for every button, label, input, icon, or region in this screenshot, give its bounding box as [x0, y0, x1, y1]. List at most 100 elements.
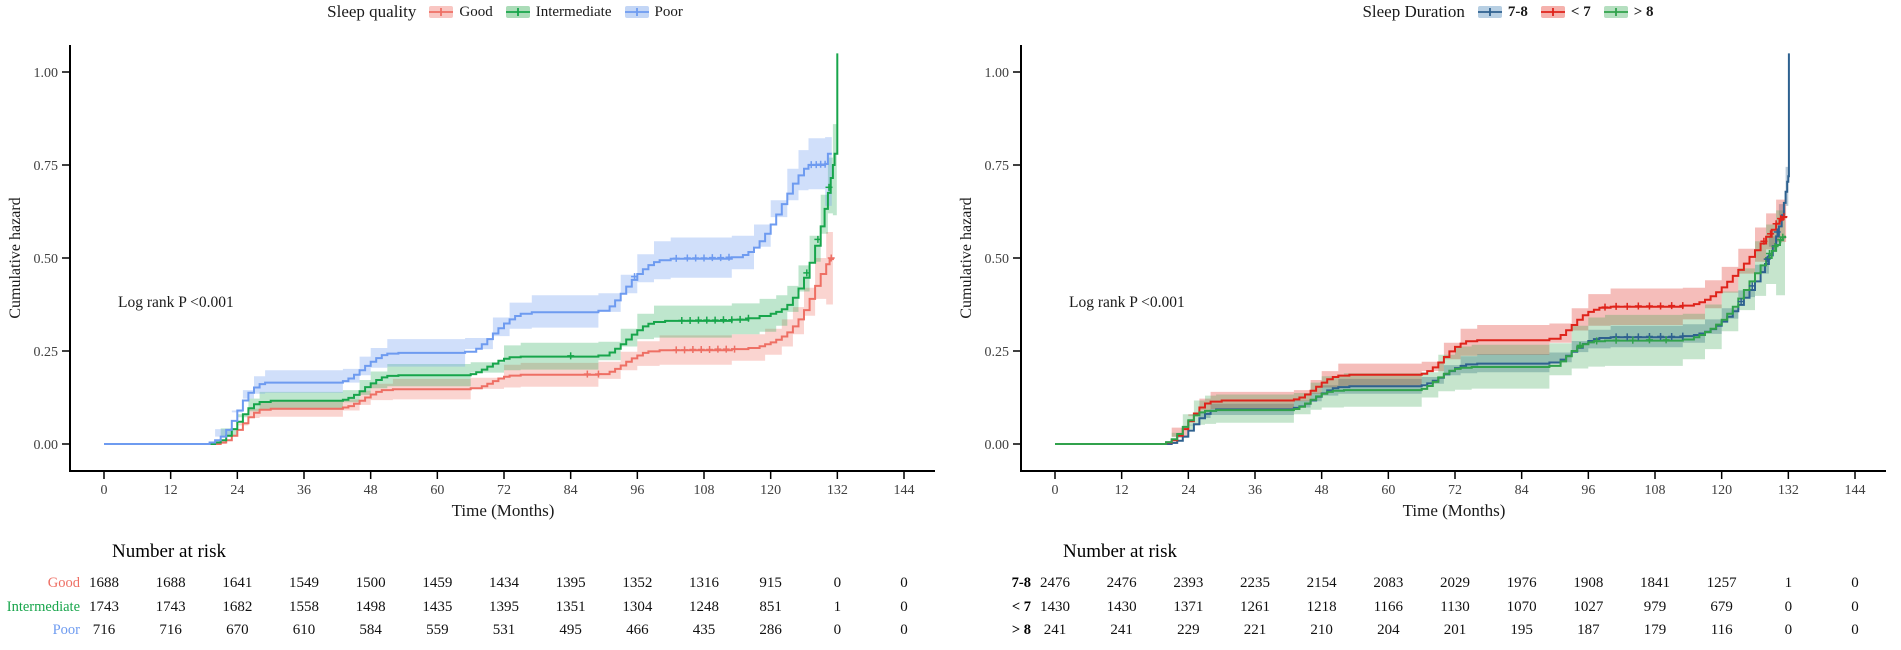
risk-value: 1682 [222, 598, 253, 615]
legend-item-label: 7-8 [1507, 3, 1528, 20]
legend-key-icon [624, 6, 649, 18]
risk-row-label: > 8 [1011, 622, 1031, 638]
y-tick-label: 0.50 [34, 252, 59, 267]
censor-marks [1576, 213, 1788, 349]
risk-value: 559 [426, 622, 449, 638]
risk-value: 116 [1710, 622, 1733, 638]
risk-value: 1688 [155, 575, 186, 591]
legend-item: > 8 [1603, 4, 1654, 21]
risk-value: 1257 [1706, 575, 1737, 591]
risk-value: 241 [1043, 622, 1067, 638]
x-tick-label: 72 [497, 483, 511, 498]
risk-value: 2476 [1106, 575, 1137, 591]
risk-value: 0 [900, 622, 908, 638]
x-tick-label: 108 [1645, 483, 1666, 498]
risk-value: 0 [1784, 622, 1793, 638]
legend-item: Intermediate [505, 4, 612, 21]
risk-value: 201 [1443, 622, 1467, 638]
x-tick-label: 60 [1381, 483, 1395, 498]
hazard-curve [1055, 235, 1786, 445]
risk-value: 1395 [555, 575, 586, 591]
risk-value: 1218 [1306, 598, 1337, 615]
legend-key-icon [1603, 6, 1628, 18]
risk-value: 1743 [89, 598, 119, 615]
legend-item-label: Intermediate [535, 3, 612, 20]
axes: 0 12 24 36 48 60 72 84 96 108 120 132 144 0.00 0.25 0.5… [985, 45, 1886, 498]
legend-item-label: < 7 [1570, 3, 1591, 20]
legend-item: Good [428, 4, 493, 21]
axes: 0 12 24 36 48 60 72 84 96 108 120 132 144 0.00 0.25 0.5… [34, 45, 935, 498]
x-tick-label: 96 [630, 483, 644, 498]
ci-band [1055, 192, 1787, 444]
ci-band [104, 202, 833, 444]
legend-key-icon [505, 6, 530, 18]
risk-value: 435 [692, 622, 716, 638]
risk-value: 0 [1851, 575, 1859, 591]
confidence-bands [104, 90, 837, 445]
risk-value: 1070 [1506, 598, 1537, 615]
risk-value: 0 [900, 575, 908, 591]
y-axis-label: Cumulative hazard [7, 197, 24, 318]
risk-value: 1430 [1106, 598, 1137, 615]
x-tick-label: 120 [1711, 483, 1732, 498]
risk-value: 1352 [622, 575, 653, 591]
risk-value: 1908 [1573, 575, 1604, 591]
risk-value: 2154 [1306, 575, 1337, 591]
risk-value: 221 [1243, 622, 1267, 638]
y-tick-label: 0.25 [34, 345, 59, 360]
risk-value: 1371 [1173, 598, 1204, 615]
legend-item: < 7 [1540, 4, 1591, 21]
legend: Sleep quality Good Intermediate Poor [30, 2, 980, 22]
risk-row-label: Poor [52, 622, 80, 638]
chart-canvas: 0 12 24 36 48 60 72 84 96 108 120 132 144 0.00 0.25 0.5… [958, 45, 1886, 520]
risk-value: 0 [900, 598, 908, 615]
x-tick-label: 84 [1515, 483, 1529, 498]
x-tick-label: 96 [1581, 483, 1595, 498]
legend-item-label: Poor [654, 3, 683, 20]
risk-value: 1976 [1506, 575, 1537, 591]
hazard-curve [1055, 53, 1790, 445]
risk-value: 187 [1577, 622, 1600, 638]
x-tick-label: 132 [827, 483, 848, 498]
y-tick-label: 1.00 [34, 66, 59, 81]
legend: Sleep Duration 7-8 < 7 > 8 [1033, 2, 1901, 22]
risk-value: 1558 [289, 598, 319, 615]
risk-value: 286 [759, 622, 782, 638]
y-tick-label: 0.50 [985, 252, 1010, 267]
x-tick-label: 60 [430, 483, 444, 498]
risk-table-title: Number at risk [1063, 541, 1177, 562]
risk-value: 195 [1510, 622, 1533, 638]
risk-value: 466 [626, 622, 649, 638]
censor-marks [567, 160, 835, 378]
risk-value: 716 [159, 622, 182, 638]
risk-value: 2029 [1440, 575, 1470, 591]
risk-value: 2083 [1373, 575, 1404, 591]
risk-value: 1 [1784, 575, 1793, 591]
risk-row-label: < 7 [1011, 598, 1031, 615]
x-tick-label: 0 [1052, 483, 1059, 498]
risk-value: 2235 [1240, 575, 1270, 591]
x-axis-label: Time (Months) [452, 501, 555, 520]
x-tick-label: 12 [164, 483, 178, 498]
x-tick-label: 84 [564, 483, 578, 498]
x-axis-label: Time (Months) [1403, 501, 1506, 520]
log-rank-annotation: Log rank P <0.001 [1069, 294, 1185, 311]
x-tick-label: 144 [894, 483, 915, 498]
risk-value: 1500 [355, 575, 386, 591]
y-axis-label: Cumulative hazard [958, 197, 975, 318]
panel-sleep-duration: Sleep Duration 7-8 < 7 > 8 0 12 24 36 48 60 72 84… [951, 0, 1901, 650]
x-tick-label: 48 [364, 483, 378, 498]
x-tick-label: 120 [760, 483, 781, 498]
hazard-curve [104, 258, 834, 445]
risk-value: 1430 [1040, 598, 1070, 615]
hazard-curves [1055, 53, 1790, 445]
legend-item-label: > 8 [1633, 3, 1654, 20]
y-tick-label: 0.75 [985, 159, 1010, 174]
legend-item: Poor [624, 4, 683, 21]
y-tick-label: 0.75 [34, 159, 59, 174]
risk-value: 204 [1377, 622, 1400, 638]
risk-value: 1261 [1240, 598, 1270, 615]
risk-value: 1316 [689, 575, 719, 591]
risk-value: 1435 [422, 598, 453, 615]
hazard-curves [104, 53, 839, 445]
